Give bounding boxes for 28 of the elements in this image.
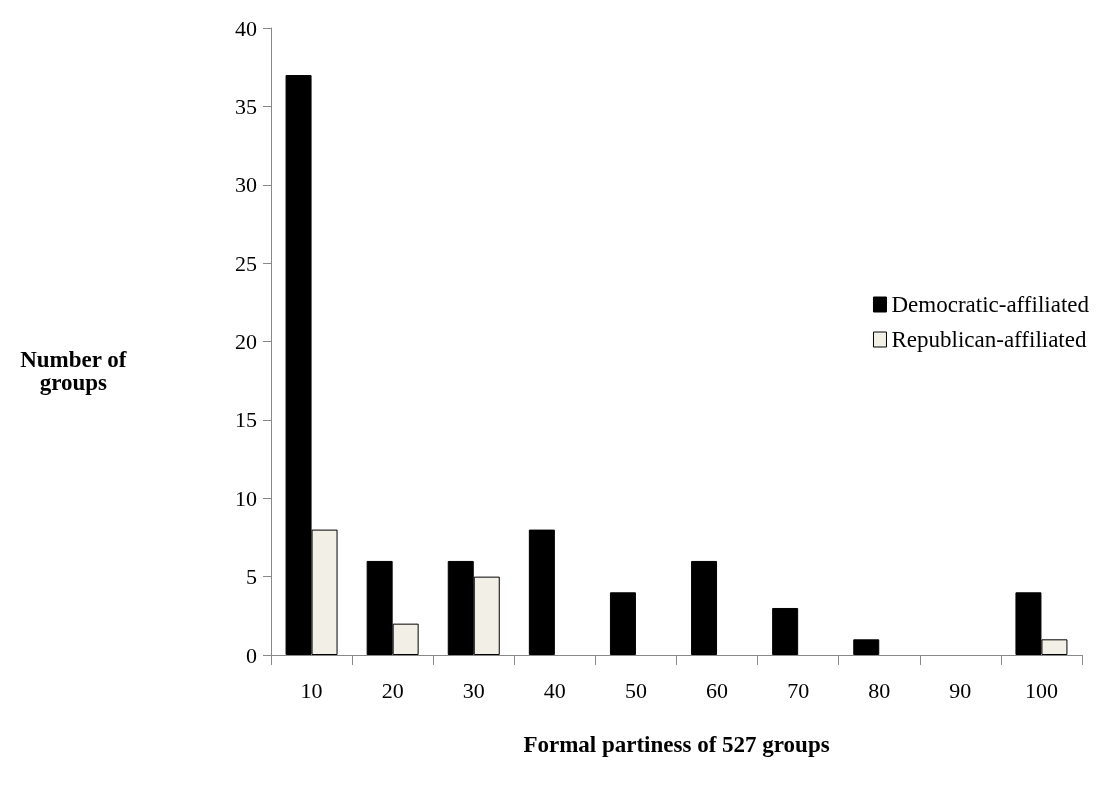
y-tick-label: 0 (246, 642, 257, 668)
legend-label: Democratic-affiliated (891, 292, 1090, 317)
y-tick-label: 5 (246, 564, 257, 590)
y-axis-title: Number of groups (20, 347, 127, 395)
y-tick-label: 25 (235, 250, 257, 276)
x-tick-label: 40 (543, 677, 566, 703)
bar (691, 560, 718, 655)
x-tick-label: 50 (624, 677, 647, 703)
x-axis-title: Formal partiness of 527 groups (523, 732, 830, 757)
y-tick-label: 40 (235, 15, 257, 41)
y-tick-label: 35 (235, 93, 257, 119)
bar (853, 639, 880, 655)
x-tick-label: 90 (949, 677, 972, 703)
y-tick-label: 20 (235, 329, 257, 354)
y-tick-label: 15 (235, 407, 257, 433)
x-tick-label: 10 (300, 677, 323, 703)
x-tick-label: 80 (868, 677, 891, 703)
bar (528, 529, 555, 655)
x-tick-label: 20 (381, 677, 404, 703)
x-tick-label: 100 (1024, 677, 1058, 703)
x-tick-label: 30 (462, 677, 485, 703)
y-tick-label: 30 (235, 172, 257, 198)
legend-label: Republican-affiliated (891, 327, 1087, 352)
x-tick-label: 70 (787, 677, 810, 703)
x-tick-label: 60 (706, 677, 729, 703)
bar (609, 592, 636, 655)
bar (772, 607, 799, 655)
y-tick-label: 10 (235, 485, 257, 511)
